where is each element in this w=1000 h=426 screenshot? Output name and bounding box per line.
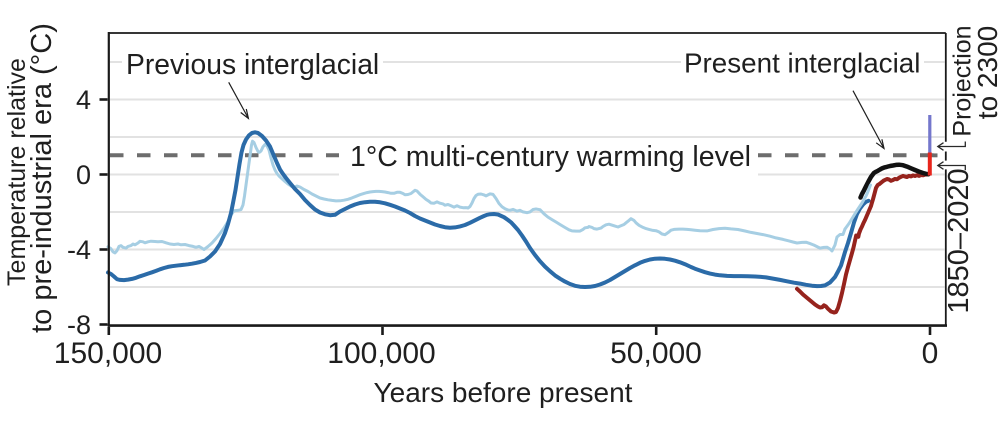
- svg-text:Previous interglacial: Previous interglacial: [126, 48, 379, 80]
- svg-text:150,000: 150,000: [54, 337, 162, 370]
- svg-text:Projection: Projection: [949, 25, 977, 136]
- svg-text:Temperature relative: Temperature relative: [3, 58, 31, 286]
- svg-text:-8: -8: [67, 310, 91, 340]
- svg-text:0: 0: [76, 160, 91, 190]
- svg-text:to 2300: to 2300: [972, 26, 1000, 119]
- svg-text:100,000: 100,000: [327, 337, 435, 370]
- svg-text:Years before present: Years before present: [374, 377, 633, 408]
- svg-text:to pre-industrial era (°C): to pre-industrial era (°C): [26, 23, 58, 333]
- svg-text:0: 0: [922, 337, 939, 370]
- svg-text:-4: -4: [67, 235, 91, 265]
- svg-text:1850–2020: 1850–2020: [943, 168, 975, 313]
- svg-text:50,000: 50,000: [610, 337, 702, 370]
- svg-text:4: 4: [76, 85, 91, 115]
- svg-text:Present interglacial: Present interglacial: [684, 48, 920, 79]
- svg-text:1°C multi-century warming leve: 1°C multi-century warming level: [350, 141, 751, 173]
